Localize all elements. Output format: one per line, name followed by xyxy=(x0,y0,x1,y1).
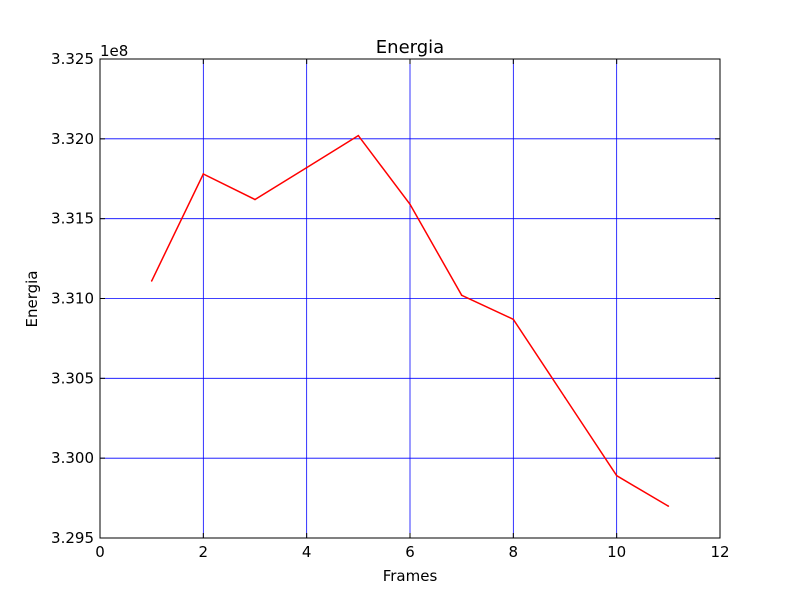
y-tick-label: 3.295 xyxy=(51,529,94,547)
ticks: 0 2 4 6 8 10 12 3.295 3.300 3.305 3.310 3.315 3.320 3… xyxy=(51,50,730,561)
data-point xyxy=(564,396,566,399)
y-tick-label: 3.325 xyxy=(51,50,94,68)
data-point xyxy=(202,173,205,175)
x-tick-label: 4 xyxy=(302,543,312,561)
x-tick-label: 0 xyxy=(95,543,105,561)
data-point xyxy=(615,474,618,477)
x-tick-label: 2 xyxy=(199,543,209,561)
data-point xyxy=(254,198,256,201)
y-axis-label: Energia xyxy=(23,271,41,328)
series-layer xyxy=(150,134,670,507)
data-point xyxy=(305,166,308,169)
x-tick-label: 8 xyxy=(509,543,519,561)
chart-title: Energia xyxy=(376,37,444,58)
y-tick-label: 3.300 xyxy=(51,449,94,467)
y-tick-label: 3.310 xyxy=(51,290,94,308)
data-point xyxy=(409,203,411,206)
data-point xyxy=(512,318,515,321)
data-point xyxy=(150,280,153,282)
data-point xyxy=(357,134,360,137)
data-point xyxy=(667,505,670,507)
y-tick-label: 3.320 xyxy=(51,130,94,148)
data-point xyxy=(460,294,463,297)
x-tick-label: 12 xyxy=(710,543,729,561)
y-tick-label: 3.305 xyxy=(51,369,94,387)
grid-lines xyxy=(100,59,720,538)
x-tick-label: 6 xyxy=(405,543,415,561)
y-offset-label: 1e8 xyxy=(100,42,128,60)
x-axis-label: Frames xyxy=(383,567,438,585)
x-tick-label: 10 xyxy=(607,543,626,561)
y-tick-label: 3.315 xyxy=(51,210,94,228)
